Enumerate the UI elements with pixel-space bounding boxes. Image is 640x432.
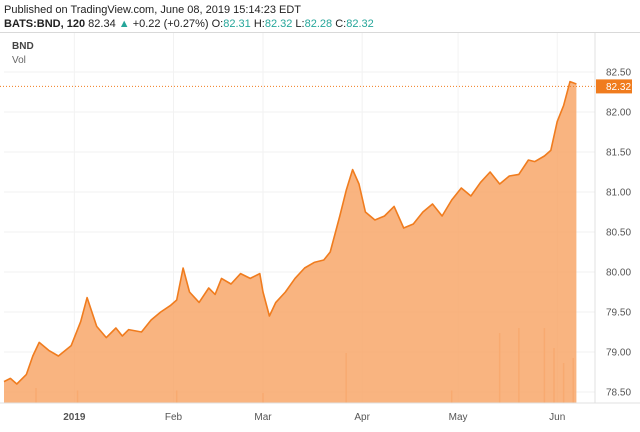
open-label: O:	[211, 18, 224, 30]
time-axis[interactable]: 2019 Feb Mar Apr May Jun	[63, 412, 565, 423]
low-value: 82.28	[304, 18, 333, 30]
high-label: H:	[253, 18, 265, 30]
price-tick-label: 79.00	[606, 348, 631, 359]
published-caption: Published on TradingView.com, June 08, 2…	[4, 4, 301, 16]
quote-header: BATS:BND, 120 82.34 ▲ +0.22 (+0.27%) O:8…	[4, 18, 374, 30]
symbol-interval: BATS:BND, 120	[4, 18, 86, 30]
change-value: +0.22 (+0.27%)	[132, 18, 209, 30]
price-tick-label: 81.50	[606, 148, 631, 159]
last-price-value: 82.34	[88, 18, 116, 30]
price-tick-label: 80.50	[606, 228, 631, 239]
price-tick-label: 80.00	[606, 268, 631, 279]
symbol-overlay-label: BND	[12, 41, 34, 52]
up-arrow-icon: ▲	[118, 18, 130, 30]
price-axis[interactable]: 82.50 82.00 81.50 81.00 80.50 80.00 79.50 79.00…	[596, 68, 632, 399]
close-value: 82.32	[346, 18, 374, 30]
price-tick-label: 81.00	[606, 188, 631, 199]
last-price-marker-label: 82.32	[606, 82, 631, 93]
time-tick-label: May	[449, 412, 468, 423]
time-tick-label: Mar	[254, 412, 272, 423]
price-tick-label: 78.50	[606, 388, 631, 399]
price-tick-label: 82.00	[606, 108, 631, 119]
open-value: 82.31	[223, 18, 251, 30]
header-divider	[0, 32, 640, 33]
price-tick-label: 79.50	[606, 308, 631, 319]
low-label: L:	[295, 18, 305, 30]
price-line	[3, 80, 577, 385]
price-area	[4, 81, 577, 403]
price-chart[interactable]: 82.50 82.00 81.50 81.00 80.50 80.00 79.50 79.00…	[0, 33, 640, 432]
last-price-marker	[596, 79, 632, 94]
time-tick-label: Feb	[165, 412, 183, 423]
time-tick-label: Apr	[354, 412, 370, 423]
price-tick-label: 82.50	[606, 68, 631, 79]
price-area-layer	[3, 80, 577, 403]
volume-overlay-label: Vol	[12, 55, 26, 66]
close-label: C:	[335, 18, 347, 30]
high-value: 82.32	[264, 18, 293, 30]
time-tick-label: Jun	[549, 412, 565, 423]
time-tick-label: 2019	[63, 412, 86, 423]
